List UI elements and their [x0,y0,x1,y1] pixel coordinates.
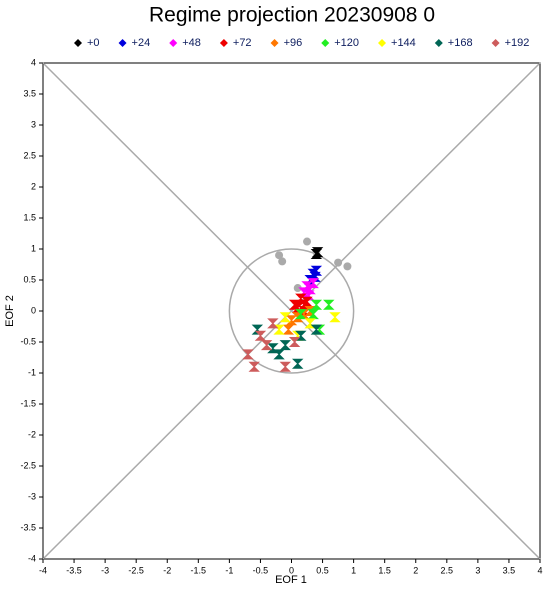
legend-marker [378,39,387,47]
point [279,340,291,351]
legend-marker [74,39,82,47]
point [303,237,312,246]
point [273,349,285,360]
x-tick-label: -3.5 [66,565,82,575]
y-tick-label: 0 [31,305,36,315]
x-tick-label: 3.5 [503,565,516,575]
x-tick-label: 2 [413,565,418,575]
y-tick-label: 1.5 [23,212,36,222]
y-tick-label: -3 [28,491,36,501]
point [254,330,267,341]
point [307,309,319,320]
x-tick-label: 2.5 [441,565,454,575]
point [260,340,273,351]
diagonal [42,62,541,560]
legend-marker [219,39,228,47]
y-tick-label: 0.5 [23,274,36,284]
y-tick-label: -2.5 [20,460,36,470]
legend-marker [434,39,443,47]
x-tick-label: 0.5 [316,565,329,575]
legend-label: +192 [505,37,530,49]
point [278,257,287,266]
legend-label: +120 [334,37,359,49]
point [275,251,284,260]
legend-label: +144 [391,37,416,49]
point [323,299,335,310]
point [292,358,304,369]
point [285,315,298,326]
legend-label: +168 [448,37,473,49]
point [310,248,323,259]
point [248,361,260,372]
x-tick-label: -4 [39,565,47,575]
x-tick-label: -0.5 [253,565,269,575]
unit-circle [228,248,355,374]
chart-title: Regime projection 20230908 0 [149,4,435,27]
y-tick-label: 1 [31,243,36,253]
legend-label: +24 [132,37,151,49]
x-tick-label: 3 [475,565,480,575]
y-tick-label: 2.5 [23,150,36,160]
x-tick-label: 1 [351,565,356,575]
y-tick-label: 3.5 [23,88,36,98]
legend-marker [169,39,178,47]
legend-marker [321,39,330,47]
y-tick-label: -1.5 [20,398,36,408]
legend-marker [270,39,279,47]
x-tick-label: -2.5 [128,565,144,575]
point [329,312,341,323]
point [288,337,301,347]
x-axis-label: EOF 1 [275,574,307,586]
y-axis-label: EOF 2 [4,295,16,327]
x-tick-label: 4 [537,565,542,575]
point [307,278,319,289]
legend-label: +72 [233,37,252,49]
legend-marker [118,39,127,47]
legend-marker [491,39,500,47]
x-tick-label: -1 [225,565,233,575]
legend-label: +48 [182,37,201,49]
y-tick-label: -2 [28,429,36,439]
y-tick-label: -1 [28,367,36,377]
x-tick-label: 0 [289,565,294,575]
x-tick-label: 1.5 [378,565,391,575]
x-tick-label: -2 [163,565,171,575]
y-tick-label: -0.5 [20,336,36,346]
point [343,262,352,271]
legend-label: +0 [87,37,100,49]
y-tick-label: -3.5 [20,522,36,532]
point [279,361,291,372]
point [310,299,323,310]
y-tick-label: 2 [31,181,36,191]
point [282,324,295,335]
x-tick-label: -3 [101,565,109,575]
point [242,349,254,360]
point [293,284,302,293]
y-tick-label: -4 [28,553,36,563]
y-tick-label: 4 [31,57,36,67]
legend-label: +96 [284,37,303,49]
point [279,312,291,323]
point [334,258,343,267]
y-tick-label: 3 [31,119,36,129]
point [267,318,279,329]
x-tick-label: -1.5 [191,565,207,575]
point [310,324,323,335]
